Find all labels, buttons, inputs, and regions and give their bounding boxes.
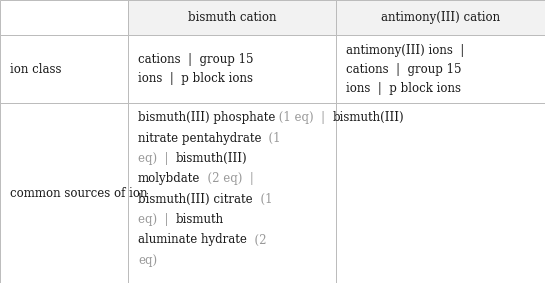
Text: common sources of ion: common sources of ion: [10, 187, 147, 200]
Text: bismuth(III): bismuth(III): [333, 111, 404, 124]
Bar: [336, 0, 545, 35]
Text: antimony(III) ions  |
cations  |  group 15
ions  |  p block ions: antimony(III) ions | cations | group 15 …: [346, 44, 464, 95]
Text: eq): eq): [138, 254, 157, 267]
Text: (1 eq)  |: (1 eq) |: [275, 111, 333, 124]
Text: (2: (2: [247, 233, 267, 246]
Text: bismuth cation: bismuth cation: [188, 11, 276, 24]
Text: bismuth: bismuth: [176, 213, 224, 226]
Text: eq)  |: eq) |: [138, 213, 176, 226]
Text: (2 eq)  |: (2 eq) |: [200, 172, 254, 185]
Text: bismuth(III) citrate: bismuth(III) citrate: [138, 193, 252, 206]
Bar: [336, 35, 545, 103]
Text: bismuth(III): bismuth(III): [176, 152, 247, 165]
Bar: [128, 103, 336, 283]
Bar: [128, 0, 336, 35]
Text: antimony(III) cation: antimony(III) cation: [381, 11, 500, 24]
Text: ion class: ion class: [10, 63, 61, 76]
Bar: [0, 0, 128, 35]
Text: (1: (1: [262, 132, 281, 145]
Text: nitrate pentahydrate: nitrate pentahydrate: [138, 132, 262, 145]
Bar: [336, 103, 545, 283]
Bar: [0, 35, 128, 103]
Text: eq)  |: eq) |: [138, 152, 176, 165]
Bar: [128, 35, 336, 103]
Text: (1: (1: [252, 193, 272, 206]
Text: aluminate hydrate: aluminate hydrate: [138, 233, 247, 246]
Text: molybdate: molybdate: [138, 172, 200, 185]
Text: bismuth(III) phosphate: bismuth(III) phosphate: [138, 111, 275, 124]
Bar: [0, 103, 128, 283]
Text: cations  |  group 15
ions  |  p block ions: cations | group 15 ions | p block ions: [138, 53, 253, 85]
